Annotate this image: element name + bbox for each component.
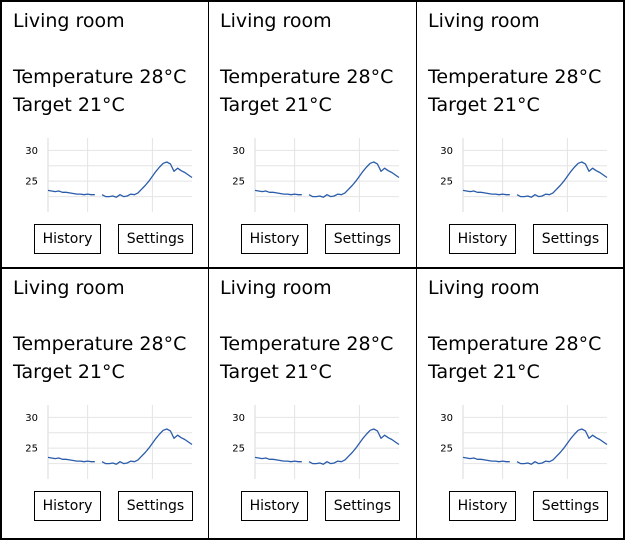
settings-button[interactable]: Settings	[533, 491, 608, 521]
temperature-chart: 25 30	[417, 132, 617, 216]
temperature-series-line	[308, 428, 400, 465]
temperature-line-chart: 25 30	[232, 405, 400, 479]
temperature-line-chart: 25 30	[25, 405, 193, 479]
y-tick-label: 25	[232, 444, 245, 455]
y-tick-label: 25	[25, 177, 38, 188]
history-button[interactable]: History	[34, 224, 101, 254]
temperature-series-line	[101, 161, 193, 198]
room-name: Living room	[13, 277, 125, 299]
temperature-series-line	[101, 428, 193, 465]
thermostat-tile: Living room Temperature 28°C Target 21°C…	[417, 2, 623, 269]
room-name: Living room	[220, 10, 332, 32]
settings-button[interactable]: Settings	[118, 491, 193, 521]
temperature-series-line	[516, 428, 608, 465]
temperature-series-line	[516, 161, 608, 198]
y-tick-label: 25	[440, 177, 453, 188]
settings-button[interactable]: Settings	[533, 224, 608, 254]
temperature-line-chart: 25 30	[25, 138, 193, 212]
thermostat-tile: Living room Temperature 28°C Target 21°C…	[2, 2, 209, 269]
y-tick-label: 30	[232, 146, 245, 157]
temperature-chart: 25 30	[2, 132, 202, 216]
temperature-series-line	[308, 161, 400, 198]
room-name: Living room	[428, 277, 540, 299]
temperature-series-line	[462, 456, 510, 463]
y-tick-label: 30	[440, 413, 453, 424]
current-temperature: Temperature 28°C	[428, 66, 602, 88]
thermostat-tile: Living room Temperature 28°C Target 21°C…	[209, 269, 417, 538]
history-button[interactable]: History	[449, 491, 516, 521]
history-button[interactable]: History	[241, 224, 308, 254]
target-temperature: Target 21°C	[220, 361, 332, 383]
history-button[interactable]: History	[241, 491, 308, 521]
current-temperature: Temperature 28°C	[220, 333, 394, 355]
current-temperature: Temperature 28°C	[13, 66, 187, 88]
settings-button[interactable]: Settings	[325, 491, 400, 521]
temperature-series-line	[47, 456, 95, 463]
settings-button[interactable]: Settings	[325, 224, 400, 254]
temperature-series-line	[254, 456, 302, 463]
target-temperature: Target 21°C	[428, 361, 540, 383]
temperature-chart: 25 30	[209, 399, 409, 483]
y-tick-label: 25	[25, 444, 38, 455]
temperature-line-chart: 25 30	[440, 138, 608, 212]
current-temperature: Temperature 28°C	[13, 333, 187, 355]
target-temperature: Target 21°C	[13, 361, 125, 383]
y-tick-label: 30	[25, 413, 38, 424]
temperature-series-line	[47, 189, 95, 196]
temperature-line-chart: 25 30	[440, 405, 608, 479]
room-name: Living room	[13, 10, 125, 32]
y-tick-label: 30	[440, 146, 453, 157]
thermostat-tile: Living room Temperature 28°C Target 21°C…	[2, 269, 209, 538]
y-tick-label: 25	[440, 444, 453, 455]
room-name: Living room	[220, 277, 332, 299]
temperature-line-chart: 25 30	[232, 138, 400, 212]
y-tick-label: 25	[232, 177, 245, 188]
history-button[interactable]: History	[449, 224, 516, 254]
temperature-chart: 25 30	[2, 399, 202, 483]
temperature-chart: 25 30	[209, 132, 409, 216]
current-temperature: Temperature 28°C	[428, 333, 602, 355]
thermostat-tile: Living room Temperature 28°C Target 21°C…	[417, 269, 623, 538]
temperature-series-line	[462, 189, 510, 196]
history-button[interactable]: History	[34, 491, 101, 521]
settings-button[interactable]: Settings	[118, 224, 193, 254]
target-temperature: Target 21°C	[428, 94, 540, 116]
temperature-series-line	[254, 189, 302, 196]
y-tick-label: 30	[25, 146, 38, 157]
y-tick-label: 30	[232, 413, 245, 424]
target-temperature: Target 21°C	[13, 94, 125, 116]
room-name: Living room	[428, 10, 540, 32]
current-temperature: Temperature 28°C	[220, 66, 394, 88]
target-temperature: Target 21°C	[220, 94, 332, 116]
thermostat-tile: Living room Temperature 28°C Target 21°C…	[209, 2, 417, 269]
temperature-chart: 25 30	[417, 399, 617, 483]
